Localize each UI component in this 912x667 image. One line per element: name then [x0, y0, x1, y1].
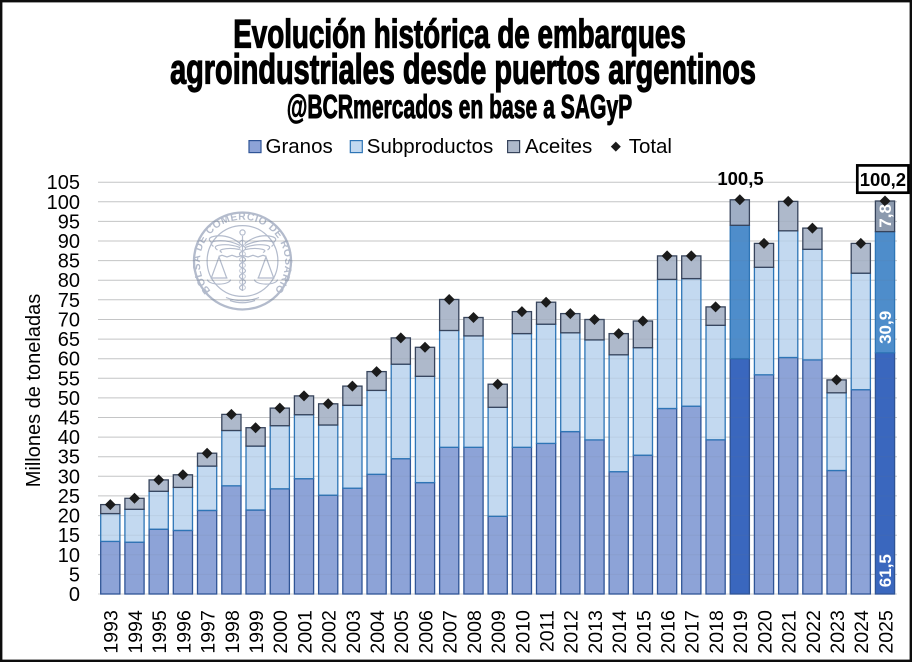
- svg-text:2015: 2015: [633, 610, 655, 654]
- svg-text:1993: 1993: [101, 610, 123, 653]
- svg-text:2016: 2016: [658, 610, 680, 653]
- svg-text:2010: 2010: [512, 610, 534, 654]
- svg-text:60: 60: [58, 349, 80, 371]
- svg-text:2013: 2013: [585, 610, 607, 653]
- svg-text:2012: 2012: [561, 610, 583, 653]
- svg-text:Total: Total: [629, 135, 672, 158]
- svg-text:2023: 2023: [827, 610, 849, 653]
- svg-text:1998: 1998: [222, 610, 244, 653]
- svg-text:2018: 2018: [706, 610, 728, 653]
- svg-text:1999: 1999: [246, 610, 268, 653]
- svg-text:20: 20: [58, 506, 80, 528]
- svg-text:2025: 2025: [875, 610, 897, 654]
- svg-text:Millones de toneladas: Millones de toneladas: [23, 294, 45, 487]
- svg-text:2009: 2009: [488, 610, 510, 653]
- svg-text:2003: 2003: [343, 610, 365, 653]
- svg-text:70: 70: [58, 310, 80, 332]
- svg-text:55: 55: [58, 368, 80, 390]
- svg-text:105: 105: [47, 172, 80, 194]
- svg-text:10: 10: [58, 545, 80, 567]
- svg-text:100: 100: [47, 192, 80, 214]
- svg-text:Aceites: Aceites: [525, 135, 592, 158]
- svg-text:2019: 2019: [730, 610, 752, 653]
- svg-text:1995: 1995: [149, 610, 171, 654]
- svg-text:85: 85: [58, 251, 80, 273]
- svg-text:100,2: 100,2: [860, 169, 906, 190]
- svg-text:61,5: 61,5: [876, 554, 895, 587]
- svg-text:0: 0: [69, 584, 80, 606]
- svg-text:Evolución histórica de embarqu: Evolución histórica de embarques: [233, 13, 686, 57]
- svg-text:35: 35: [58, 447, 80, 469]
- svg-text:2020: 2020: [754, 610, 776, 654]
- svg-text:2022: 2022: [803, 610, 825, 653]
- svg-text:1994: 1994: [125, 610, 147, 654]
- svg-text:2011: 2011: [537, 610, 559, 652]
- svg-text:2006: 2006: [415, 610, 437, 653]
- svg-text:30: 30: [58, 466, 80, 488]
- svg-text:1997: 1997: [198, 610, 220, 653]
- svg-text:Subproductos: Subproductos: [367, 135, 494, 158]
- svg-text:agroindustriales desde puertos: agroindustriales desde puertos argentino…: [170, 45, 756, 93]
- svg-text:2000: 2000: [270, 610, 292, 654]
- svg-text:2021: 2021: [779, 610, 801, 653]
- svg-text:90: 90: [58, 231, 80, 253]
- svg-text:2007: 2007: [440, 610, 462, 653]
- svg-text:80: 80: [58, 270, 80, 292]
- svg-text:5: 5: [69, 564, 80, 586]
- svg-text:25: 25: [58, 486, 80, 508]
- svg-text:15: 15: [58, 525, 80, 547]
- svg-text:2014: 2014: [609, 610, 631, 654]
- svg-text:100,5: 100,5: [717, 168, 763, 189]
- svg-text:50: 50: [58, 388, 80, 410]
- svg-text:@BCRmercados en base a SAGyP: @BCRmercados en base a SAGyP: [287, 88, 633, 125]
- svg-text:2008: 2008: [464, 610, 486, 653]
- svg-text:1996: 1996: [173, 610, 195, 653]
- svg-text:65: 65: [58, 329, 80, 351]
- svg-text:2002: 2002: [319, 610, 341, 653]
- svg-text:95: 95: [58, 211, 80, 233]
- svg-text:75: 75: [58, 290, 80, 312]
- svg-text:2005: 2005: [391, 610, 413, 654]
- svg-text:2004: 2004: [367, 610, 389, 654]
- svg-text:2001: 2001: [294, 610, 316, 653]
- svg-text:Granos: Granos: [266, 135, 333, 158]
- svg-text:40: 40: [58, 427, 80, 449]
- svg-text:7,8: 7,8: [876, 204, 895, 228]
- svg-text:45: 45: [58, 408, 80, 430]
- svg-text:2024: 2024: [851, 610, 873, 654]
- svg-text:2017: 2017: [682, 610, 704, 653]
- svg-text:30,9: 30,9: [876, 311, 895, 344]
